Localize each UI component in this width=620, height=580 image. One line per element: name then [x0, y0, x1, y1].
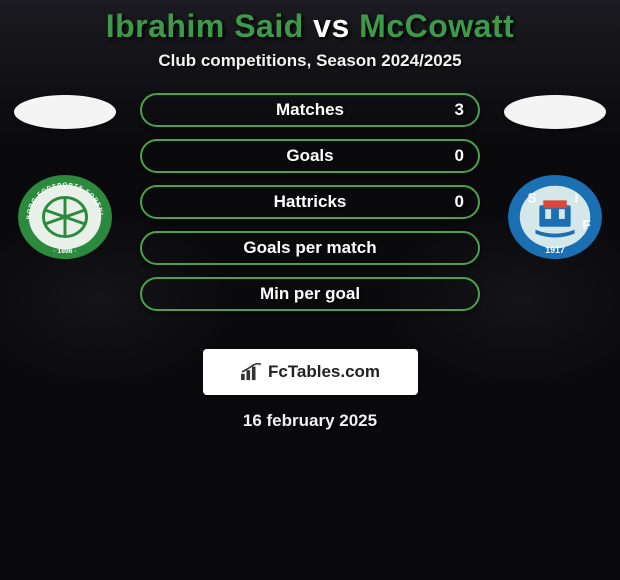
stat-row-min-per-goal: Min per goal [140, 277, 480, 311]
stat-row-matches: Matches 3 [140, 93, 480, 127]
svg-text:1917: 1917 [545, 245, 565, 255]
stat-row-goals: Goals 0 [140, 139, 480, 173]
stat-row-hattricks: Hattricks 0 [140, 185, 480, 219]
stat-row-goals-per-match: Goals per match [140, 231, 480, 265]
svg-text:F: F [582, 218, 590, 233]
left-player-oval [14, 95, 116, 129]
title-vs: vs [313, 8, 350, 44]
stat-value-right: 3 [455, 100, 464, 120]
compare-area: VIBORG FODSPORTS FORENING · 1896 · S I F… [0, 93, 620, 333]
stat-value-right: 0 [455, 192, 464, 212]
fctables-bars-icon [240, 363, 262, 381]
subtitle: Club competitions, Season 2024/2025 [0, 51, 620, 71]
stat-label: Goals [286, 146, 333, 166]
viborg-logo-icon: VIBORG FODSPORTS FORENING · 1896 · [16, 173, 114, 261]
title-player-a: Ibrahim Said [106, 8, 304, 44]
stat-value-right: 0 [455, 146, 464, 166]
watermark-text: FcTables.com [268, 362, 380, 382]
svg-text:I: I [575, 190, 579, 205]
title-player-b: McCowatt [359, 8, 514, 44]
stat-label: Hattricks [274, 192, 347, 212]
right-player-oval [504, 95, 606, 129]
stat-label: Goals per match [243, 238, 376, 258]
watermark: FcTables.com [203, 349, 418, 395]
right-player-col: S I F 1917 [490, 93, 620, 261]
stat-label: Matches [276, 100, 344, 120]
snapshot-date: 16 february 2025 [0, 411, 620, 431]
svg-text:· 1896 ·: · 1896 · [53, 248, 77, 255]
left-player-col: VIBORG FODSPORTS FORENING · 1896 · [0, 93, 130, 261]
page-title: Ibrahim Said vs McCowatt [0, 0, 620, 45]
svg-text:S: S [528, 190, 537, 205]
stat-label: Min per goal [260, 284, 360, 304]
sif-logo-icon: S I F 1917 [506, 173, 604, 261]
stats-list: Matches 3 Goals 0 Hattricks 0 Goals per … [140, 93, 480, 311]
